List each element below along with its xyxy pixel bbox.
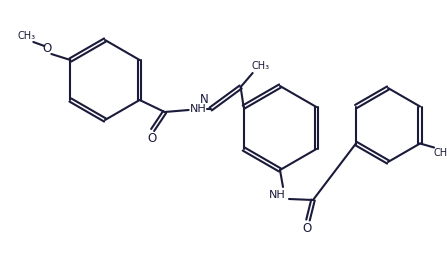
Text: CH₃: CH₃ xyxy=(17,31,35,41)
Text: CH₃: CH₃ xyxy=(434,148,447,157)
Text: NH: NH xyxy=(190,104,207,114)
Text: CH₃: CH₃ xyxy=(252,61,270,71)
Text: O: O xyxy=(43,42,52,54)
Text: N: N xyxy=(200,93,209,106)
Text: O: O xyxy=(302,222,312,235)
Text: NH: NH xyxy=(269,190,285,200)
Text: O: O xyxy=(147,132,156,144)
